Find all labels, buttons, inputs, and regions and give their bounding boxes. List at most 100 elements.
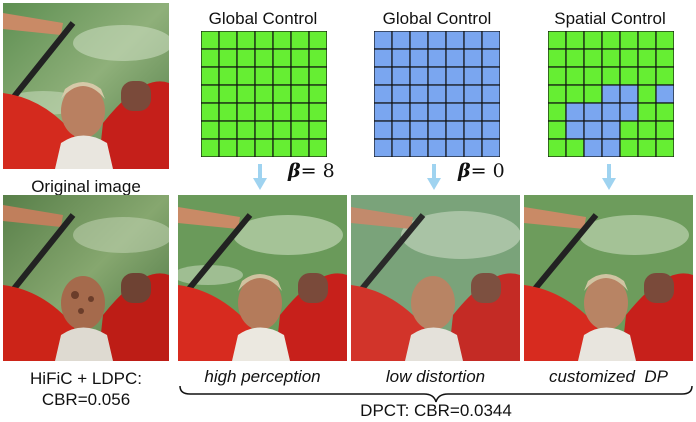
baseline-label-line1: HiFiC + LDPC: — [30, 369, 142, 388]
grid-cell — [481, 138, 500, 157]
grid-cell — [236, 102, 256, 122]
grid-cell — [637, 84, 657, 104]
grid-cell — [637, 66, 657, 86]
grid-cell — [637, 102, 657, 122]
grid-cell — [236, 138, 256, 157]
grid-cell — [427, 31, 447, 50]
grid-cell — [583, 48, 603, 68]
grid-cell — [272, 48, 292, 68]
grid-cell — [254, 102, 274, 122]
grid-cell — [201, 31, 220, 50]
grid-cell — [548, 84, 567, 104]
grid-cell — [637, 120, 657, 140]
grid-cell — [308, 31, 327, 50]
grid-cell — [254, 120, 274, 140]
grid-cell — [308, 102, 327, 122]
grid-cell — [565, 48, 585, 68]
panel-1-control-grid — [201, 31, 327, 157]
grid-cell — [619, 120, 639, 140]
baseline-reconstruction-image — [3, 195, 169, 361]
grid-cell — [481, 102, 500, 122]
grid-cell — [409, 84, 429, 104]
grid-cell — [254, 138, 274, 157]
panel-2-control-grid — [374, 31, 500, 157]
panel-1-down-arrow-icon — [253, 164, 267, 190]
grid-cell — [655, 102, 674, 122]
grid-cell — [655, 48, 674, 68]
grid-cell — [548, 102, 567, 122]
grid-cell — [218, 66, 238, 86]
grid-cell — [463, 84, 483, 104]
grid-cell — [236, 31, 256, 50]
grid-cell — [308, 66, 327, 86]
grid-cell — [374, 138, 393, 157]
grid-cell — [655, 120, 674, 140]
grid-cell — [481, 66, 500, 86]
grid-cell — [308, 48, 327, 68]
grid-cell — [391, 31, 411, 50]
grid-cell — [308, 84, 327, 104]
panel-3-title: Spatial Control — [554, 9, 666, 28]
panel-3-control-grid — [548, 31, 674, 157]
grid-cell — [463, 48, 483, 68]
grid-cell — [409, 31, 429, 50]
grid-cell — [218, 84, 238, 104]
grid-cell — [463, 31, 483, 50]
grid-cell — [374, 120, 393, 140]
grid-cell — [272, 138, 292, 157]
panel-2-down-arrow-icon — [427, 164, 441, 190]
grid-cell — [583, 120, 603, 140]
grid-cell — [619, 138, 639, 157]
grid-cell — [637, 48, 657, 68]
grid-cell — [290, 120, 310, 140]
grid-cell — [548, 31, 567, 50]
grid-cell — [236, 120, 256, 140]
dpct-group-brace — [178, 384, 694, 409]
grid-cell — [374, 31, 393, 50]
original-image-label: Original image — [31, 177, 141, 196]
grid-cell — [601, 120, 621, 140]
grid-cell — [548, 66, 567, 86]
grid-cell — [272, 120, 292, 140]
grid-cell — [236, 84, 256, 104]
grid-cell — [427, 84, 447, 104]
grid-cell — [583, 31, 603, 50]
grid-cell — [481, 120, 500, 140]
grid-cell — [481, 84, 500, 104]
grid-cell — [218, 102, 238, 122]
panel-2-title: Global Control — [382, 9, 492, 28]
grid-cell — [463, 66, 483, 86]
grid-cell — [236, 48, 256, 68]
grid-cell — [655, 66, 674, 86]
grid-cell — [391, 138, 411, 157]
grid-cell — [201, 120, 220, 140]
grid-cell — [308, 138, 327, 157]
grid-cell — [201, 138, 220, 157]
grid-cell — [427, 48, 447, 68]
panel-2-beta-setting: β= 0 — [458, 160, 505, 182]
grid-cell — [409, 48, 429, 68]
grid-cell — [583, 66, 603, 86]
grid-cell — [218, 138, 238, 157]
panel-1-beta-setting: β= 8 — [288, 160, 335, 182]
grid-cell — [409, 66, 429, 86]
grid-cell — [583, 102, 603, 122]
grid-cell — [565, 84, 585, 104]
grid-cell — [272, 84, 292, 104]
grid-cell — [601, 102, 621, 122]
grid-cell — [548, 48, 567, 68]
grid-cell — [290, 84, 310, 104]
grid-cell — [445, 120, 465, 140]
panel-1-caption: high perception — [204, 367, 321, 386]
panel-2-caption: low distortion — [385, 367, 486, 386]
grid-cell — [481, 31, 500, 50]
grid-cell — [619, 84, 639, 104]
grid-cell — [463, 138, 483, 157]
grid-cell — [201, 84, 220, 104]
grid-cell — [391, 84, 411, 104]
grid-cell — [236, 66, 256, 86]
grid-cell — [374, 84, 393, 104]
grid-cell — [601, 48, 621, 68]
grid-cell — [290, 31, 310, 50]
grid-cell — [445, 48, 465, 68]
